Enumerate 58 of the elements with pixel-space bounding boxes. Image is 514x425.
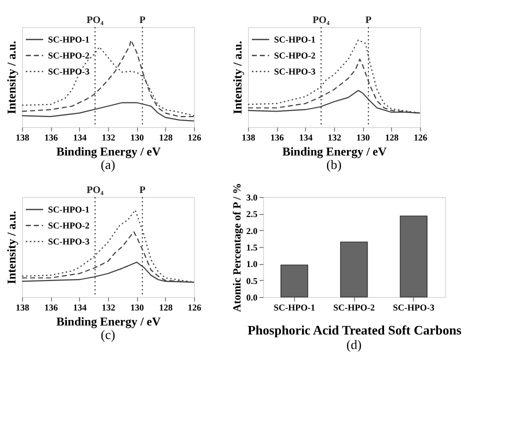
x-tick-label: 136 bbox=[44, 132, 58, 142]
x-tick-label: 126 bbox=[188, 302, 202, 312]
x-tick-label: 128 bbox=[159, 132, 174, 142]
y-tick-label: 0.5 bbox=[246, 276, 258, 286]
x-tick-label: 134 bbox=[73, 132, 88, 142]
y-axis-title: Intensity / a.u. bbox=[4, 210, 18, 284]
x-tick-label: 130 bbox=[130, 132, 144, 142]
text: (d) bbox=[346, 337, 362, 352]
y-tick-label: 0.0 bbox=[246, 292, 258, 302]
ref-line-label: PO₄ bbox=[86, 15, 104, 26]
x-tick-label: 128 bbox=[385, 132, 400, 142]
y-tick-label: 1.0 bbox=[246, 259, 258, 270]
x-tick-label: 126 bbox=[188, 132, 202, 142]
legend-label: SC-HPO-2 bbox=[48, 220, 90, 230]
ref-line-label: PO₄ bbox=[86, 185, 104, 196]
x-tick-label: 130 bbox=[356, 132, 370, 142]
legend-label: SC-HPO-3 bbox=[274, 66, 316, 76]
y-axis-title: Intensity / a.u. bbox=[230, 40, 244, 114]
x-tick-label: 136 bbox=[44, 302, 58, 312]
x-tick-label: 134 bbox=[73, 302, 88, 312]
x-tick-label: 130 bbox=[130, 302, 144, 312]
x-tick-label: 138 bbox=[242, 132, 256, 142]
x-tick-label: SC-HPO-3 bbox=[392, 302, 435, 312]
text: (c) bbox=[100, 327, 116, 342]
x-tick-label: 126 bbox=[414, 132, 428, 142]
text: (a) bbox=[100, 157, 116, 172]
x-tick-label: 134 bbox=[299, 132, 314, 142]
x-tick-label: 138 bbox=[16, 132, 30, 142]
x-tick-label: 132 bbox=[102, 302, 116, 312]
x-tick-label: SC-HPO-2 bbox=[333, 302, 376, 312]
x-tick-label: 136 bbox=[270, 132, 284, 142]
x-axis-title: Phosphoric Acid Treated Soft Carbons bbox=[248, 322, 462, 338]
ref-line-label: P bbox=[365, 15, 372, 26]
legend-label: SC-HPO-3 bbox=[48, 236, 90, 246]
x-tick-label: SC-HPO-1 bbox=[274, 302, 316, 312]
legend-label: SC-HPO-2 bbox=[48, 50, 90, 60]
y-tick-label: 2.5 bbox=[246, 209, 258, 220]
y-tick-label: 3.0 bbox=[246, 192, 258, 202]
legend-label: SC-HPO-3 bbox=[48, 66, 90, 76]
y-tick-label: 2.0 bbox=[246, 226, 258, 236]
text: (b) bbox=[326, 157, 342, 172]
x-axis-title: Binding Energy / eV bbox=[282, 144, 388, 158]
x-tick-label: 138 bbox=[16, 302, 30, 312]
y-tick-label: 1.5 bbox=[246, 242, 258, 252]
x-axis-title: Binding Energy / eV bbox=[56, 314, 162, 328]
y-axis-title: Intensity / a.u. bbox=[4, 40, 18, 114]
legend-label: SC-HPO-1 bbox=[48, 204, 90, 214]
x-tick-label: 128 bbox=[159, 302, 174, 312]
legend-label: SC-HPO-1 bbox=[48, 34, 90, 44]
legend-label: SC-HPO-2 bbox=[274, 50, 316, 60]
x-tick-label: 132 bbox=[102, 132, 116, 142]
legend-label: SC-HPO-1 bbox=[274, 34, 316, 44]
ref-line-label: P bbox=[139, 15, 146, 26]
y-axis-title: Atomic Percentage of P / % bbox=[231, 182, 244, 312]
x-tick-label: 132 bbox=[328, 132, 342, 142]
ref-line-label: PO₄ bbox=[312, 15, 330, 26]
ref-line-label: P bbox=[139, 185, 146, 196]
x-axis-title: Binding Energy / eV bbox=[56, 144, 162, 158]
